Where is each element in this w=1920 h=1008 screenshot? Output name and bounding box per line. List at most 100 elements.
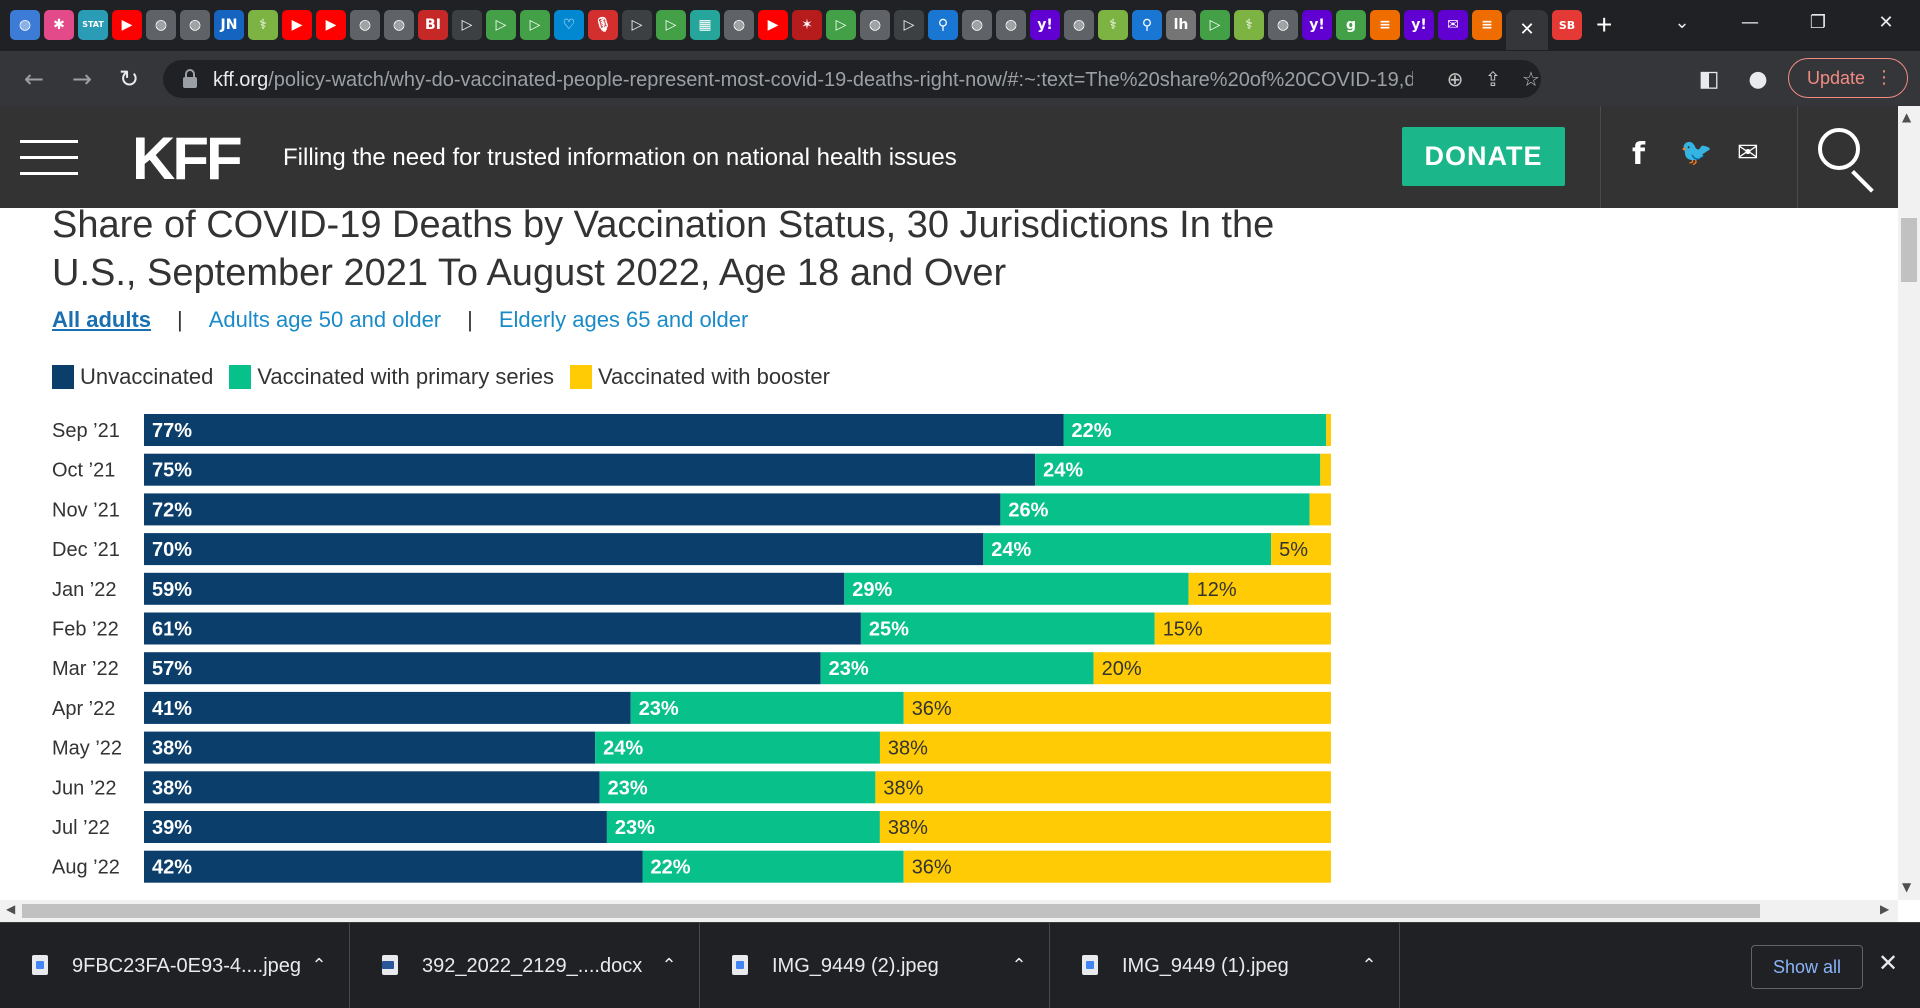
chevron-up-icon[interactable]: ⌃	[1011, 954, 1027, 976]
scroll-up-arrow[interactable]: ▲	[1902, 110, 1912, 124]
sb-favicon[interactable]: SB	[1552, 10, 1582, 40]
globe-favicon[interactable]: ◍	[962, 10, 992, 40]
active-tab[interactable]: ✕	[1506, 10, 1548, 50]
star-favicon[interactable]: ✶	[792, 10, 822, 40]
bar-segment-primary-series[interactable]	[630, 691, 904, 724]
globe-favicon[interactable]: ◍	[146, 10, 176, 40]
scroll-right-arrow[interactable]: ▶	[1880, 902, 1890, 916]
bookmark-star-icon[interactable]: ☆	[1522, 67, 1540, 91]
youtube-favicon[interactable]: ▶	[316, 10, 346, 40]
globe-favicon[interactable]: ◍	[996, 10, 1026, 40]
twitter-icon[interactable]: 🐦	[1680, 138, 1713, 168]
bar-segment-booster[interactable]	[1326, 414, 1331, 446]
arrow-favicon[interactable]: ▷	[894, 10, 924, 40]
bar-segment-unvaccinated[interactable]	[144, 533, 984, 566]
bar-segment-booster[interactable]	[1188, 572, 1331, 605]
hamburger-menu-icon[interactable]	[20, 138, 78, 178]
share-icon[interactable]: ⇪	[1484, 67, 1502, 91]
bar-segment-primary-series[interactable]	[983, 533, 1272, 566]
vertical-scrollbar[interactable]: ▲ ▼	[1898, 106, 1920, 900]
asterisk-favicon[interactable]: ✱	[44, 10, 74, 40]
close-window-button[interactable]: ✕	[1878, 11, 1894, 33]
bar-segment-booster[interactable]	[903, 850, 1331, 883]
side-panel-icon[interactable]: ◧	[1698, 66, 1720, 92]
bar-segment-unvaccinated[interactable]	[144, 493, 1001, 526]
play-favicon[interactable]: ▷	[520, 10, 550, 40]
bar-segment-booster[interactable]	[903, 691, 1331, 724]
play-favicon[interactable]: ▷	[656, 10, 686, 40]
globe-favicon[interactable]: ◍	[350, 10, 380, 40]
bar-segment-unvaccinated[interactable]	[144, 612, 861, 645]
medical-favicon[interactable]: ⚕	[1098, 10, 1128, 40]
close-tab-icon[interactable]: ✕	[1519, 19, 1535, 40]
minimize-button[interactable]: —	[1741, 11, 1759, 33]
arrow-favicon[interactable]: ▷	[622, 10, 652, 40]
kff-logo[interactable]: KFF	[132, 125, 243, 192]
mic-favicon[interactable]: 🎙	[588, 10, 618, 40]
show-all-button[interactable]: Show all	[1751, 945, 1863, 989]
donate-button[interactable]: DONATE	[1402, 127, 1565, 186]
yahoo-favicon[interactable]: y!	[1302, 10, 1332, 40]
tab-adults-50-and-older[interactable]: Adults age 50 and older	[208, 307, 442, 332]
globe-favicon[interactable]: ◍	[1268, 10, 1298, 40]
tab-elderly-65-and-older[interactable]: Elderly ages 65 and older	[498, 307, 749, 332]
url-text[interactable]: kff.org/policy-watch/why-do-vaccinated-p…	[213, 69, 1413, 92]
bar-segment-primary-series[interactable]	[860, 612, 1155, 645]
bar-segment-primary-series[interactable]	[606, 811, 880, 843]
bar-segment-primary-series[interactable]	[1063, 414, 1327, 446]
globe-favicon[interactable]: ◍	[860, 10, 890, 40]
bar-segment-primary-series[interactable]	[599, 771, 876, 804]
close-icon[interactable]: ✕	[1878, 949, 1899, 977]
globe-favicon[interactable]: ◍	[180, 10, 210, 40]
bar-segment-booster[interactable]	[1309, 493, 1331, 526]
yahoo-favicon[interactable]: y!	[1030, 10, 1060, 40]
bar-segment-primary-series[interactable]	[1000, 493, 1310, 526]
bar-segment-booster[interactable]	[879, 731, 1331, 764]
chevron-up-icon[interactable]: ⌃	[1361, 954, 1377, 976]
address-bar[interactable]: kff.org/policy-watch/why-do-vaccinated-p…	[163, 60, 1541, 98]
forward-button[interactable]: →	[71, 65, 93, 93]
profile-icon[interactable]: ●	[1748, 66, 1768, 92]
new-tab-button[interactable]: +	[1596, 9, 1613, 40]
download-item[interactable]: 392_2022_2129_....docx ⌃	[350, 923, 700, 1008]
youtube-favicon[interactable]: ▶	[112, 10, 142, 40]
bar-segment-booster[interactable]	[1320, 453, 1331, 486]
bar-segment-unvaccinated[interactable]	[144, 771, 600, 804]
yahoo-favicon[interactable]: y!	[1404, 10, 1434, 40]
bar-segment-unvaccinated[interactable]	[144, 572, 845, 605]
restore-button[interactable]: ❐	[1809, 11, 1827, 33]
bar-segment-primary-series[interactable]	[595, 731, 880, 764]
search-favicon[interactable]: ⚲	[928, 10, 958, 40]
mail-favicon[interactable]: ✉	[1438, 10, 1468, 40]
bar-segment-unvaccinated[interactable]	[144, 453, 1036, 486]
download-item[interactable]: IMG_9449 (2).jpeg ⌃	[700, 923, 1050, 1008]
heart-favicon[interactable]: ♡	[554, 10, 584, 40]
bar-segment-booster[interactable]	[1154, 612, 1331, 645]
play-favicon[interactable]: ▷	[1200, 10, 1230, 40]
globe-favicon[interactable]: ◍	[1064, 10, 1094, 40]
vertical-scroll-thumb[interactable]	[1901, 218, 1917, 282]
chevron-up-icon[interactable]: ⌃	[311, 954, 327, 976]
email-icon[interactable]: ✉	[1737, 138, 1759, 168]
bar-segment-unvaccinated[interactable]	[144, 731, 596, 764]
g-favicon[interactable]: g	[1336, 10, 1366, 40]
horizontal-scrollbar[interactable]: ◀ ▶	[0, 900, 1898, 922]
globe-favicon[interactable]: ◍	[10, 10, 40, 40]
lock-icon[interactable]	[183, 68, 197, 90]
medical-favicon[interactable]: ⚕	[248, 10, 278, 40]
back-button[interactable]: ←	[23, 65, 45, 93]
bi-favicon[interactable]: BI	[418, 10, 448, 40]
youtube-favicon[interactable]: ▶	[758, 10, 788, 40]
play-favicon[interactable]: ▷	[826, 10, 856, 40]
bar-segment-booster[interactable]	[879, 811, 1331, 843]
bookmark-favicon[interactable]: ≡	[1370, 10, 1400, 40]
bar-segment-booster[interactable]	[1271, 533, 1331, 566]
globe-favicon[interactable]: ◍	[724, 10, 754, 40]
bar-segment-booster[interactable]	[1093, 652, 1331, 685]
bar-segment-primary-series[interactable]	[642, 850, 904, 883]
horizontal-scroll-thumb[interactable]	[22, 904, 1760, 918]
bar-segment-primary-series[interactable]	[820, 652, 1094, 685]
bar-segment-primary-series[interactable]	[844, 572, 1189, 605]
search-icon[interactable]	[1818, 128, 1878, 193]
bar-segment-unvaccinated[interactable]	[144, 691, 631, 724]
